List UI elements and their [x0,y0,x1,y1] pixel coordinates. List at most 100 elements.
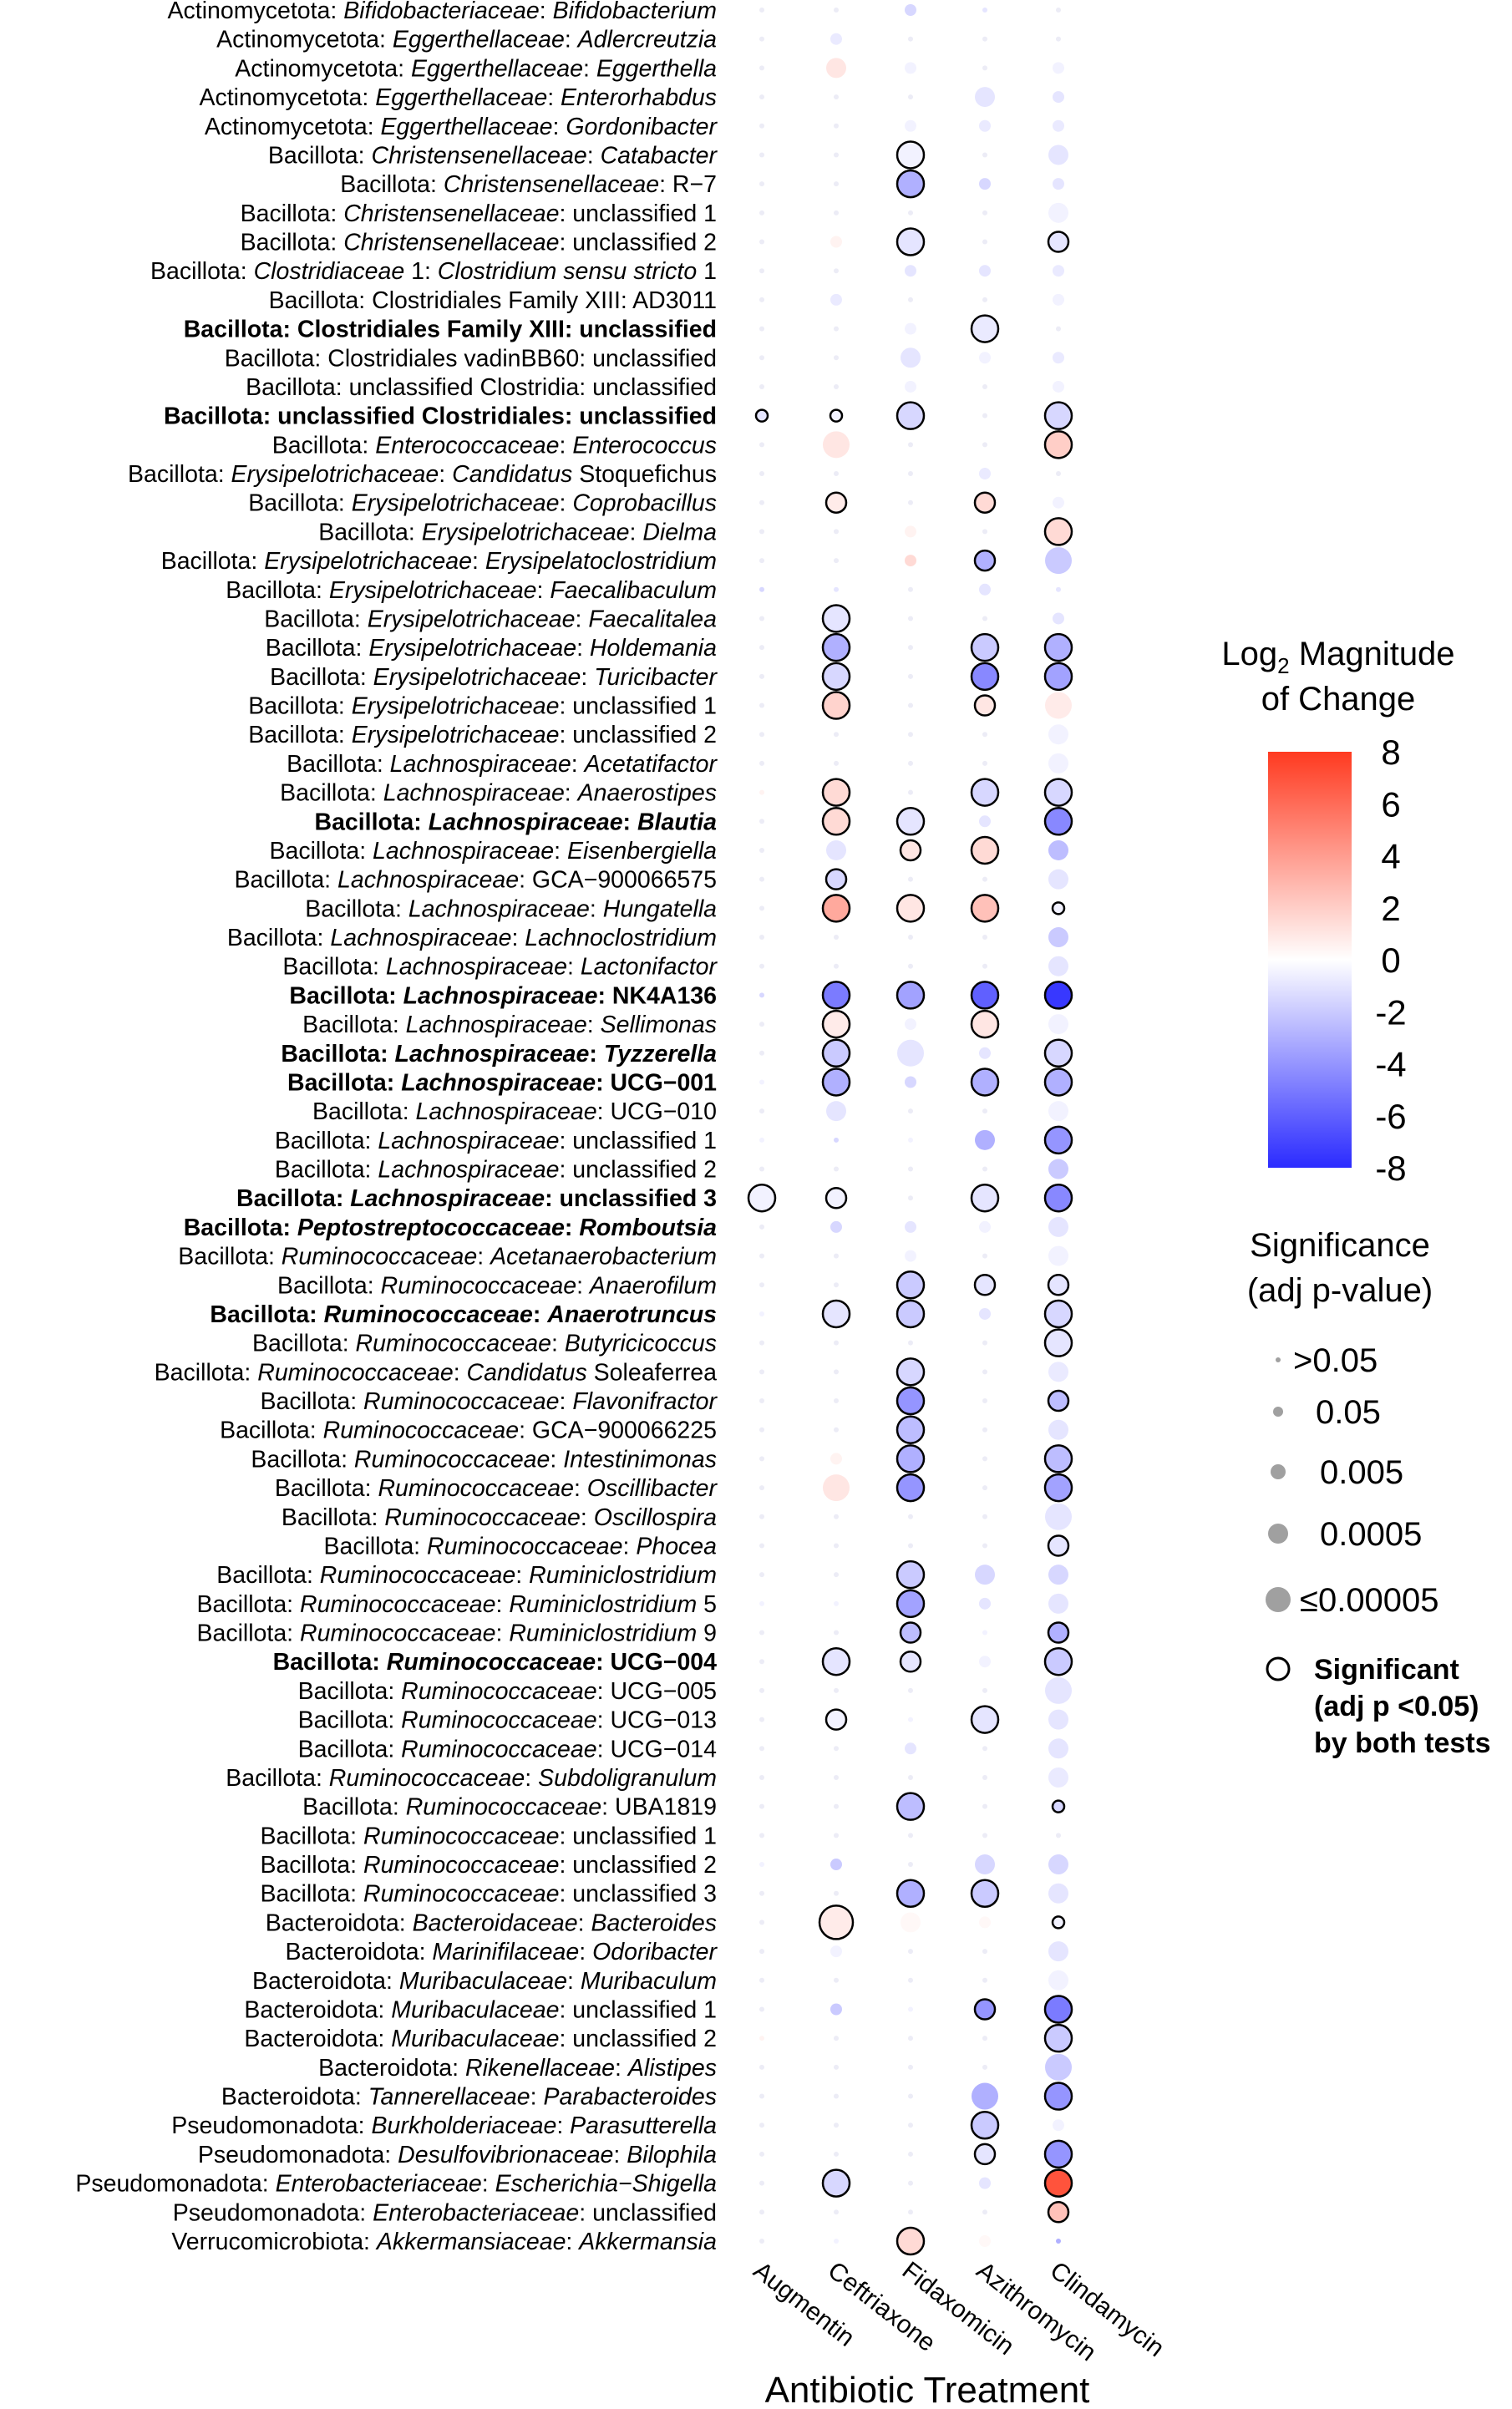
row-label: Bacillota: Erysipelotrichaceae: Coprobac… [248,490,717,517]
row-label: Pseudomonadota: Burkholderiaceae: Parasu… [171,2112,717,2139]
bubble [1056,8,1061,13]
bubble [759,1050,764,1056]
row-label: Bacillota: Ruminococcaceae: Ruminiclostr… [216,1562,717,1589]
bubble [908,732,913,738]
row-label-italic-part: Ruminiclostridium [509,1591,697,1618]
row-label-part: : unclassified 1 [559,1128,717,1154]
bubble [908,586,913,592]
row-label-italic-part: Ruminococcaceae [384,1504,580,1531]
row-label-italic-part: Ruminococcaceae [329,1765,525,1792]
row-label-italic-part: Acetatifactor [583,751,718,778]
bubble [824,491,848,514]
row-label: Bacillota: Ruminococcaceae: UCG−014 [298,1736,718,1762]
row-label: Bacillota: Lachnospiraceae: Eisenbergiel… [269,838,717,865]
bubble [979,468,991,480]
row-label-part: Bacillota: [272,432,376,459]
bubble [973,549,997,572]
row-label-italic-part: Clostridiaceae [254,258,405,285]
row-label-part: Bacillota: [210,1301,323,1328]
bubble [759,1543,764,1549]
row-label-part: 1: [404,258,438,285]
row-label-italic-part: Ruminococcaceae [378,1475,573,1502]
row-label-italic-part: Tyzzerella [604,1041,717,1068]
row-label-part: Bacillota: unclassified Clostridia: uncl… [246,374,717,401]
bubble [834,1977,839,1983]
bubble [759,8,764,13]
bubble [834,152,839,158]
bubble [759,645,764,651]
outline-legend-line2: (adj p <0.05) [1314,1691,1479,1722]
row-label-part: : [587,1012,601,1038]
row-label: Bacillota: Ruminococcaceae: UCG−013 [298,1707,717,1734]
row-label: Bacillota: Clostridiaceae 1: Clostridium… [150,258,717,285]
bubble [1047,1621,1070,1644]
row-label-part: Bacillota: [270,664,373,691]
x-axis-title: Antibiotic Treatment [765,2370,1090,2409]
bubble [908,673,913,679]
row-label-italic-part: Lachnospiraceae [330,925,511,951]
row-label-part: Bacillota: [236,1185,350,1212]
row-label-italic-part: Enterorhabdus [561,84,717,111]
row-label-part: Bacillota: [150,258,254,285]
row-label: Bacillota: Lachnospiraceae: unclassified… [275,1157,717,1184]
row-label: Bacillota: Ruminococcaceae: Anaerofilum [277,1272,717,1299]
bubble [1048,1159,1068,1179]
bubble [908,2151,913,2157]
row-label-part: : [525,1765,538,1792]
row-label-italic-part: Holdemania [590,635,717,662]
bubble [1048,839,1068,860]
row-label-italic-part: Ruminococcaceae [427,1533,622,1560]
row-label-part: Pseudomonadota: [75,2171,275,2198]
bubble [830,236,842,248]
bubble [979,178,991,190]
row-label-italic-part: Anaerofilum [588,1272,717,1299]
row-label: Bacillota: Peptostreptococcaceae: Rombou… [184,1215,717,1241]
row-label-part: : [556,2112,570,2139]
bubble [1047,1534,1070,1557]
bubble [759,732,764,738]
row-label-italic-part: Flavonifractor [572,1388,718,1415]
size-legend-title-line2: (adj p-value) [1247,1272,1433,1309]
bubble [759,2209,764,2215]
row-label-italic-part: Lachnospiraceae [378,1157,559,1184]
bubble [979,1307,991,1320]
bubble [759,1659,764,1665]
row-label: Verrucomicrobiota: Akkermansiaceae: Akke… [171,2229,717,2255]
row-label-part: : [454,1359,467,1386]
row-label: Bacillota: Ruminococcaceae: Flavonifract… [260,1388,718,1415]
bubble [908,702,913,708]
bubble [821,632,851,662]
row-labels: Actinomycetota: Bifidobacteriaceae: Bifi… [75,0,718,2255]
row-label-part: : [551,1331,565,1357]
row-label-part: : [495,1620,509,1647]
bubble [1048,1245,1068,1266]
bubble [759,1166,764,1172]
bubble [834,1833,839,1838]
row-label-part: Bacteroidota: [244,2026,391,2052]
row-label-italic-part: Ruminococcaceae [257,1359,453,1386]
row-label-part: Actinomycetota: [235,55,411,82]
row-label-italic-part: Oscillospira [594,1504,717,1531]
row-label-italic-part: Ruminococcaceae [282,1244,477,1270]
bubble [982,1166,987,1172]
bubble [759,1340,764,1346]
row-label: Actinomycetota: Eggerthellaceae: Gordoni… [205,114,718,140]
bubble [970,1009,1000,1039]
row-label-part: : UCG−001 [596,1069,717,1096]
bubble [982,616,987,621]
color-legend-log-subscript: 2 [1277,653,1289,678]
bubble [1043,981,1073,1010]
bubble [759,586,764,592]
bubble [970,981,1000,1010]
row-label-part: : [439,461,452,488]
bubble [759,1803,764,1809]
bubble [1043,778,1073,807]
row-label-italic-part: Muribaculaceae [391,2026,559,2052]
row-label: Bacillota: Lachnospiraceae: UCG−010 [312,1098,717,1125]
row-label-part: : [554,838,567,865]
row-label-part: Bacillota: [298,1736,402,1762]
row-label-part: Bacillota: [220,1418,323,1444]
row-label-part: Bacillota: [227,925,331,951]
bubble [896,981,926,1010]
